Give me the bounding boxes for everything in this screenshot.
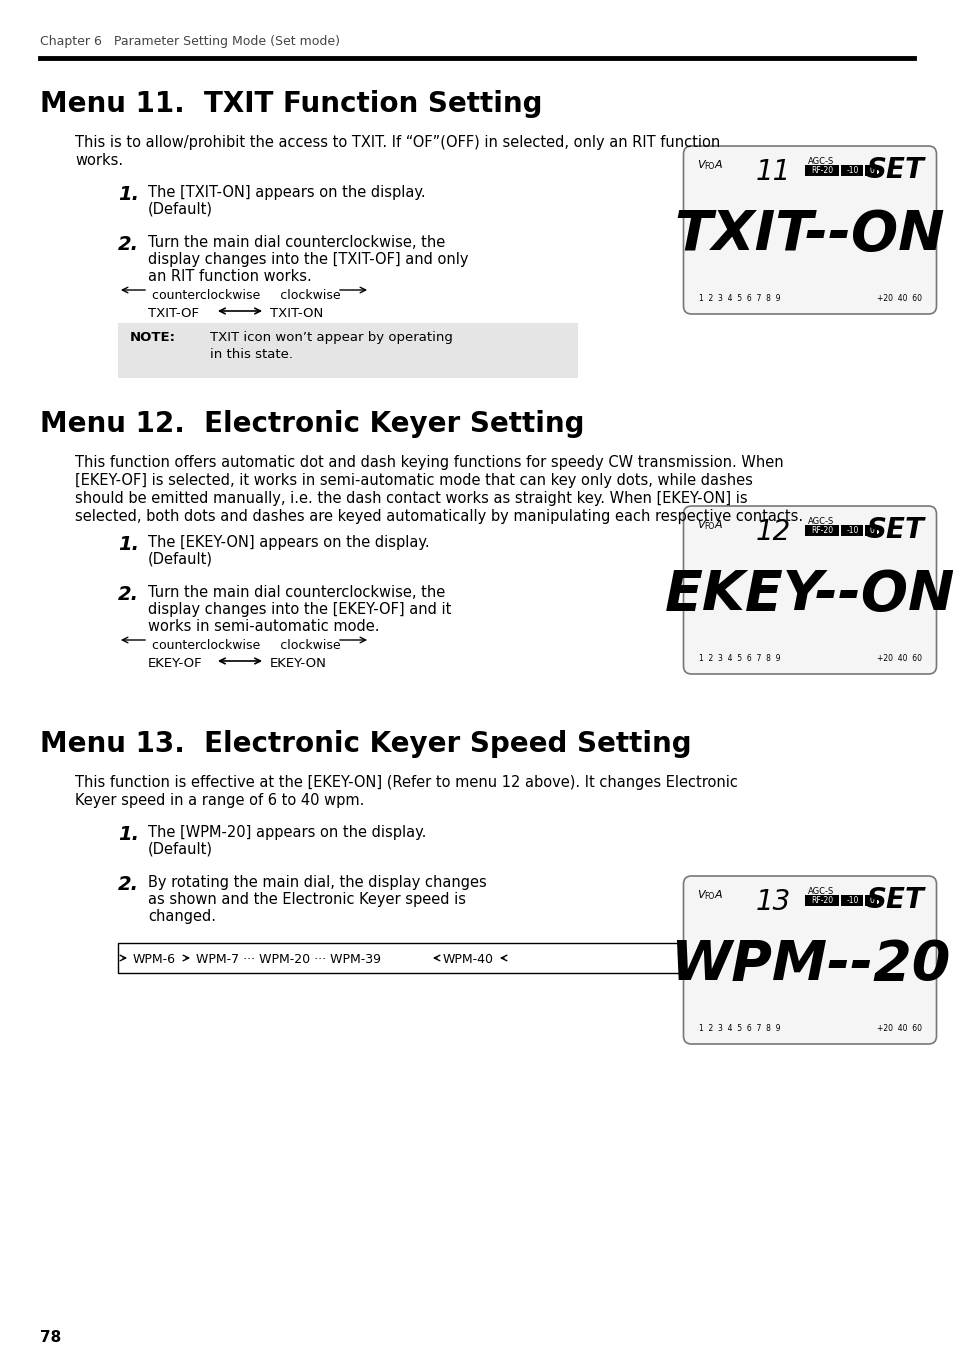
Text: 1  2  3  4  5  6  7  8  9: 1 2 3 4 5 6 7 8 9	[699, 654, 781, 663]
Text: TXIT icon won’t appear by operating: TXIT icon won’t appear by operating	[210, 331, 453, 345]
Text: works in semi-automatic mode.: works in semi-automatic mode.	[148, 619, 379, 634]
Text: By rotating the main dial, the display changes: By rotating the main dial, the display c…	[148, 875, 486, 890]
Text: +20  40  60: +20 40 60	[877, 654, 922, 663]
Text: AGC-S: AGC-S	[806, 157, 833, 166]
Text: NOTE:: NOTE:	[130, 331, 175, 345]
Text: Keyer speed in a range of 6 to 40 wpm.: Keyer speed in a range of 6 to 40 wpm.	[75, 793, 364, 808]
Text: EKEY-OF: EKEY-OF	[148, 657, 202, 670]
Text: Turn the main dial counterclockwise, the: Turn the main dial counterclockwise, the	[148, 585, 445, 600]
Text: +20  40  60: +20 40 60	[877, 295, 922, 303]
Text: TXIT-OF: TXIT-OF	[148, 307, 199, 320]
Text: +20  40  60: +20 40 60	[877, 1024, 922, 1034]
Text: 0: 0	[868, 526, 873, 535]
Text: TXIT-ON: TXIT-ON	[270, 307, 323, 320]
Text: A: A	[714, 890, 721, 900]
Text: (Default): (Default)	[148, 553, 213, 567]
Text: The [WPM-20] appears on the display.: The [WPM-20] appears on the display.	[148, 825, 426, 840]
Text: The [EKEY-ON] appears on the display.: The [EKEY-ON] appears on the display.	[148, 535, 429, 550]
Text: A: A	[714, 159, 721, 170]
FancyBboxPatch shape	[864, 526, 877, 536]
Text: This function is effective at the [EKEY-ON] (Refer to menu 12 above). It changes: This function is effective at the [EKEY-…	[75, 775, 737, 790]
Text: This function offers automatic dot and dash keying functions for speedy CW trans: This function offers automatic dot and d…	[75, 455, 782, 470]
FancyBboxPatch shape	[804, 894, 839, 907]
Text: EKEY--ON: EKEY--ON	[664, 567, 953, 621]
FancyBboxPatch shape	[841, 894, 862, 907]
Text: 1  2  3  4  5  6  7  8  9: 1 2 3 4 5 6 7 8 9	[699, 1024, 781, 1034]
Text: V: V	[697, 520, 704, 530]
FancyBboxPatch shape	[841, 526, 862, 536]
Text: AGC-S: AGC-S	[806, 888, 833, 896]
Text: selected, both dots and dashes are keyed automatically by manipulating each resp: selected, both dots and dashes are keyed…	[75, 509, 802, 524]
Text: RF-20: RF-20	[811, 166, 833, 176]
Text: in this state.: in this state.	[210, 349, 293, 361]
Text: RF-20: RF-20	[811, 896, 833, 905]
Text: display changes into the [EKEY-OF] and it: display changes into the [EKEY-OF] and i…	[148, 603, 451, 617]
Text: EKEY-ON: EKEY-ON	[270, 657, 327, 670]
Text: WPM-40: WPM-40	[442, 952, 494, 966]
Text: FO: FO	[703, 521, 714, 531]
Text: 1.: 1.	[118, 825, 139, 844]
Text: WPM-6: WPM-6	[132, 952, 175, 966]
Text: SET: SET	[865, 886, 923, 915]
FancyBboxPatch shape	[804, 165, 839, 176]
Text: WPM-7 ··· WPM-20 ··· WPM-39: WPM-7 ··· WPM-20 ··· WPM-39	[195, 952, 380, 966]
Text: Menu 12.  Electronic Keyer Setting: Menu 12. Electronic Keyer Setting	[40, 409, 584, 438]
Text: 13: 13	[755, 888, 790, 916]
Text: V: V	[697, 159, 704, 170]
Text: changed.: changed.	[148, 909, 215, 924]
Text: works.: works.	[75, 153, 123, 168]
FancyBboxPatch shape	[118, 323, 578, 378]
FancyBboxPatch shape	[118, 943, 767, 973]
Text: This is to allow/prohibit the access to TXIT. If “OF”(OFF) in selected, only an : This is to allow/prohibit the access to …	[75, 135, 720, 150]
Text: counterclockwise     clockwise: counterclockwise clockwise	[152, 639, 340, 653]
Text: TXIT--ON: TXIT--ON	[674, 208, 944, 262]
Text: 0: 0	[868, 896, 873, 905]
Text: 0: 0	[868, 166, 873, 176]
FancyBboxPatch shape	[682, 875, 936, 1044]
Text: 78: 78	[40, 1329, 61, 1346]
Text: 1.: 1.	[118, 535, 139, 554]
FancyBboxPatch shape	[682, 146, 936, 313]
Text: -10: -10	[845, 896, 858, 905]
Text: V: V	[697, 890, 704, 900]
Text: AGC-S: AGC-S	[806, 517, 833, 526]
Text: 2.: 2.	[118, 235, 139, 254]
Text: SET: SET	[865, 516, 923, 544]
FancyBboxPatch shape	[864, 894, 877, 907]
Text: RF-20: RF-20	[811, 526, 833, 535]
Text: (Default): (Default)	[148, 203, 213, 218]
Text: 1.: 1.	[118, 185, 139, 204]
Text: -10: -10	[845, 166, 858, 176]
Text: 12: 12	[755, 517, 790, 546]
Text: 2.: 2.	[118, 875, 139, 894]
Text: FO: FO	[703, 162, 714, 172]
Text: 1  2  3  4  5  6  7  8  9: 1 2 3 4 5 6 7 8 9	[699, 295, 781, 303]
Text: as shown and the Electronic Keyer speed is: as shown and the Electronic Keyer speed …	[148, 892, 465, 907]
FancyBboxPatch shape	[841, 165, 862, 176]
Text: Menu 13.  Electronic Keyer Speed Setting: Menu 13. Electronic Keyer Speed Setting	[40, 730, 691, 758]
FancyBboxPatch shape	[804, 526, 839, 536]
Text: 11: 11	[755, 158, 790, 186]
Text: Chapter 6   Parameter Setting Mode (Set mode): Chapter 6 Parameter Setting Mode (Set mo…	[40, 35, 339, 49]
FancyBboxPatch shape	[864, 165, 877, 176]
Text: A: A	[714, 520, 721, 530]
Text: WPM--20: WPM--20	[669, 938, 949, 992]
Text: -10: -10	[845, 526, 858, 535]
Text: [EKEY-OF] is selected, it works in semi-automatic mode that can key only dots, w: [EKEY-OF] is selected, it works in semi-…	[75, 473, 752, 488]
FancyBboxPatch shape	[682, 507, 936, 674]
Text: an RIT function works.: an RIT function works.	[148, 269, 312, 284]
Text: display changes into the [TXIT-OF] and only: display changes into the [TXIT-OF] and o…	[148, 253, 468, 267]
Text: should be emitted manually, i.e. the dash contact works as straight key. When [E: should be emitted manually, i.e. the das…	[75, 490, 747, 507]
Text: 2.: 2.	[118, 585, 139, 604]
Text: Turn the main dial counterclockwise, the: Turn the main dial counterclockwise, the	[148, 235, 445, 250]
Text: (Default): (Default)	[148, 842, 213, 857]
Text: FO: FO	[703, 892, 714, 901]
Text: Menu 11.  TXIT Function Setting: Menu 11. TXIT Function Setting	[40, 91, 542, 118]
Text: The [TXIT-ON] appears on the display.: The [TXIT-ON] appears on the display.	[148, 185, 425, 200]
Text: SET: SET	[865, 155, 923, 184]
Text: counterclockwise     clockwise: counterclockwise clockwise	[152, 289, 340, 303]
